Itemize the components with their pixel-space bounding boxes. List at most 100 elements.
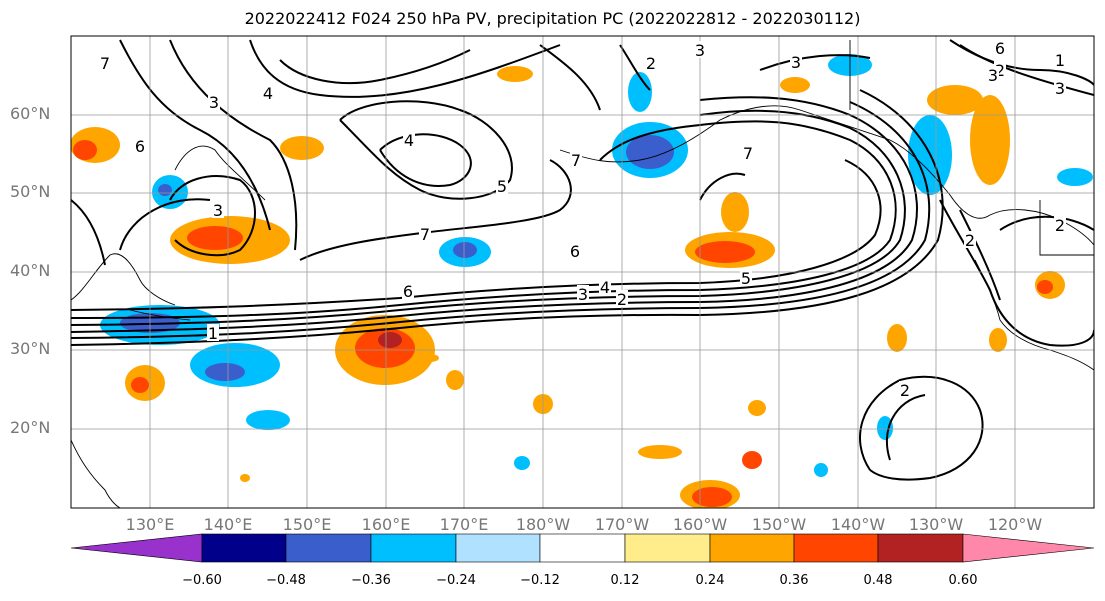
contour-label-background bbox=[694, 41, 706, 58]
lon-label-160e: 160°E bbox=[361, 515, 411, 534]
colorbar-swatch bbox=[70, 533, 203, 563]
contour-label: 6 bbox=[403, 282, 413, 301]
lon-label-170e: 170°E bbox=[439, 515, 489, 534]
contour-label-background bbox=[262, 84, 274, 101]
contour-label: 2 bbox=[646, 54, 656, 73]
contour-label-background bbox=[419, 225, 431, 242]
contour-label: 5 bbox=[741, 269, 751, 288]
contour-label-background bbox=[987, 66, 999, 83]
colorbar-tick: 0.36 bbox=[779, 573, 809, 588]
contour-label-background bbox=[207, 324, 219, 341]
contour-label-background bbox=[570, 151, 582, 168]
lon-label-130w: 130°W bbox=[908, 515, 964, 534]
contour-label-background bbox=[790, 53, 802, 70]
contour-label: 2 bbox=[965, 231, 975, 250]
colorbar-tick: 0.12 bbox=[610, 573, 640, 588]
contour-label: 2 bbox=[617, 290, 627, 309]
contour-label-background bbox=[599, 278, 611, 295]
colorbar-swatch bbox=[455, 533, 541, 563]
lat-label-40n: 40°N bbox=[10, 261, 51, 280]
contour-label: 5 bbox=[497, 177, 507, 196]
lon-label-140w: 140°W bbox=[830, 515, 886, 534]
contour-label: 2 bbox=[995, 61, 1005, 80]
lon-label-130e: 130°E bbox=[125, 515, 175, 534]
colorbar-swatch bbox=[793, 533, 879, 563]
contour-label: 7 bbox=[420, 225, 430, 244]
contour-label-background bbox=[899, 381, 911, 398]
contour-label-background bbox=[1054, 79, 1066, 96]
contour-label: 3 bbox=[791, 53, 801, 72]
contour-label: 7 bbox=[743, 144, 753, 163]
lon-label-150e: 150°E bbox=[282, 515, 332, 534]
colorbar-tick: −0.24 bbox=[436, 573, 476, 588]
colorbar bbox=[70, 533, 1095, 563]
contour-label-background bbox=[99, 54, 111, 71]
contour-label: 3 bbox=[213, 201, 223, 220]
lon-label-180w: 180°W bbox=[515, 515, 571, 534]
contour-label: 3 bbox=[209, 93, 219, 112]
colorbar-swatch bbox=[877, 533, 964, 563]
contour-label-background bbox=[742, 144, 754, 161]
contour-label-background bbox=[964, 231, 976, 248]
colorbar-tick: 0.60 bbox=[948, 573, 978, 588]
colorbar-swatch bbox=[962, 533, 1095, 563]
contour-label-background bbox=[212, 201, 224, 218]
lon-label-150w: 150°W bbox=[751, 515, 807, 534]
colorbar-swatch bbox=[201, 533, 287, 563]
lat-label-50n: 50°N bbox=[10, 182, 51, 201]
colorbar-swatch bbox=[624, 533, 711, 563]
contour-label-background bbox=[994, 39, 1006, 56]
lon-label-140e: 140°E bbox=[203, 515, 253, 534]
contour-label-background bbox=[134, 137, 146, 154]
lon-label-170w: 170°W bbox=[594, 515, 650, 534]
contour-label: 6 bbox=[570, 242, 580, 261]
contour-label: 3 bbox=[578, 285, 588, 304]
contour-label-background bbox=[740, 269, 752, 286]
colorbar-swatch bbox=[709, 533, 795, 563]
lat-label-20n: 20°N bbox=[10, 418, 51, 437]
contour-label: 4 bbox=[263, 84, 273, 103]
contour-label-background bbox=[496, 177, 508, 194]
contour-label: 2 bbox=[1055, 216, 1065, 235]
contour-label-background bbox=[577, 285, 589, 302]
lat-label-30n: 30°N bbox=[10, 339, 51, 358]
contour-label-background bbox=[569, 242, 581, 259]
colorbar-tick: −0.48 bbox=[266, 573, 306, 588]
map-frame bbox=[70, 35, 1095, 509]
contour-label: 1 bbox=[1055, 51, 1065, 70]
contour-label: 4 bbox=[404, 131, 414, 150]
colorbar-tick: −0.60 bbox=[182, 573, 222, 588]
map-title: 2022022412 F024 250 hPa PV, precipitatio… bbox=[244, 9, 861, 28]
lon-label-160w: 160°W bbox=[672, 515, 728, 534]
colorbar-swatch bbox=[285, 533, 372, 563]
pv-contours bbox=[71, 39, 1094, 481]
lat-label-60n: 60°N bbox=[10, 104, 51, 123]
colorbar-tick: −0.36 bbox=[351, 573, 391, 588]
contour-label: 3 bbox=[1055, 79, 1065, 98]
contour-label-background bbox=[1054, 51, 1066, 68]
contour-label-background bbox=[1054, 216, 1066, 233]
lon-label-120w: 120°W bbox=[987, 515, 1043, 534]
colorbar-tick: −0.12 bbox=[520, 573, 560, 588]
contour-label: 3 bbox=[988, 66, 998, 85]
contour-label-background bbox=[403, 131, 415, 148]
contour-label: 3 bbox=[695, 41, 705, 60]
colorbar-tick: 0.48 bbox=[863, 573, 893, 588]
contour-label-background bbox=[208, 93, 220, 110]
colorbar-swatch bbox=[370, 533, 457, 563]
graticule bbox=[71, 36, 1094, 508]
colorbar-tick: 0.24 bbox=[695, 573, 725, 588]
contour-label: 6 bbox=[995, 39, 1005, 58]
contour-label-background bbox=[616, 290, 628, 307]
precipitation-shading bbox=[71, 54, 1093, 508]
colorbar-swatch bbox=[539, 533, 626, 563]
contour-label-background bbox=[645, 54, 657, 71]
contour-label: 4 bbox=[600, 278, 610, 297]
contour-label: 1 bbox=[208, 324, 218, 343]
contour-label-background bbox=[402, 282, 414, 299]
contour-label: 7 bbox=[571, 151, 581, 170]
contour-label: 7 bbox=[100, 54, 110, 73]
contour-label: 2 bbox=[900, 381, 910, 400]
